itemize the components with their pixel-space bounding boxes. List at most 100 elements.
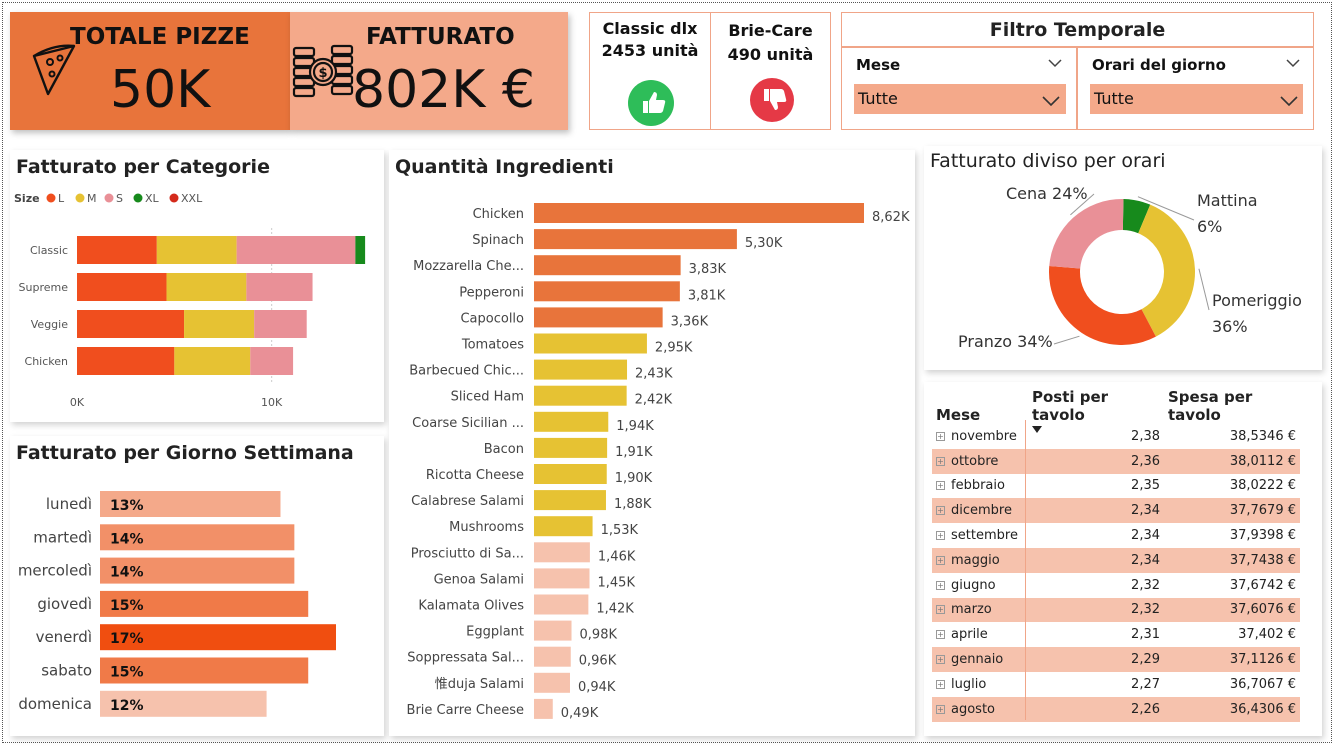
expand-plus-icon[interactable]: + bbox=[936, 506, 945, 516]
thumbs-down-icon bbox=[750, 78, 794, 122]
table-row[interactable]: + dicembre 2,34 37,7679 € bbox=[932, 498, 1300, 524]
col-header-spesa[interactable]: Spesa per tavolo bbox=[1168, 388, 1253, 424]
day-value-label: 15% bbox=[110, 598, 144, 614]
table-row[interactable]: + gennaio 2,29 37,1126 € bbox=[932, 647, 1300, 672]
ingredienti-chart: Chicken 8,62K Spinach 5,30K Mozzarella Che..… bbox=[407, 203, 910, 721]
ingredient-bar bbox=[534, 620, 572, 641]
expand-plus-icon[interactable]: + bbox=[936, 431, 945, 441]
cell-mese: + febbraio bbox=[932, 474, 1028, 499]
best-pizza-card: Classic dlx 2453 unità bbox=[589, 12, 711, 130]
column-divider bbox=[1025, 420, 1026, 720]
orari-dropdown[interactable]: Tutte bbox=[1090, 84, 1303, 114]
cell-mese: + aprile bbox=[932, 622, 1028, 647]
table-row[interactable]: + luglio 2,27 36,7067 € bbox=[932, 672, 1300, 697]
table-row[interactable]: + ottobre 2,36 38,0112 € bbox=[932, 448, 1300, 474]
day-label: mercoledì bbox=[18, 562, 92, 580]
expand-plus-icon[interactable]: + bbox=[936, 481, 945, 491]
ingredient-label: Mushrooms bbox=[449, 520, 524, 535]
mese-table-card: Mese Posti per tavolo Spesa per tavolo +… bbox=[924, 382, 1322, 736]
table-row[interactable]: + febbraio 2,35 38,0222 € bbox=[932, 474, 1300, 499]
table-row[interactable]: + aprile 2,31 37,402 € bbox=[932, 622, 1300, 647]
mese-dropdown[interactable]: Tutte bbox=[854, 84, 1066, 114]
ingredient-label: Ricotta Cheese bbox=[426, 468, 524, 483]
cell-spesa: 38,5346 € bbox=[1229, 428, 1296, 444]
cell-posti: 2,32 bbox=[1028, 597, 1164, 623]
table-row[interactable]: + novembre 2,38 38,5346 € bbox=[932, 424, 1300, 449]
legend-marker bbox=[169, 193, 179, 203]
cell-posti: 2,31 bbox=[1131, 627, 1160, 643]
mese-slicer[interactable]: Mese Tutte bbox=[841, 47, 1077, 130]
table-row[interactable]: + giugno 2,32 37,6742 € bbox=[932, 573, 1300, 598]
mese-text: gennaio bbox=[951, 652, 1004, 668]
cell-posti: 2,38 bbox=[1131, 428, 1160, 444]
expand-plus-icon[interactable]: + bbox=[936, 555, 945, 565]
expand-plus-icon[interactable]: + bbox=[936, 580, 945, 590]
bar-segment bbox=[174, 347, 251, 375]
ingredient-value-label: 8,62K bbox=[872, 210, 910, 225]
legend-label: XL bbox=[145, 192, 160, 205]
chevron-down-icon[interactable] bbox=[1048, 58, 1062, 68]
expand-plus-icon[interactable]: + bbox=[936, 531, 945, 541]
slice-value-label: 6% bbox=[1197, 217, 1222, 236]
table-row[interactable]: + agosto 2,26 36,4306 € bbox=[932, 696, 1300, 722]
table-row[interactable]: + marzo 2,32 37,6076 € bbox=[932, 597, 1300, 623]
ingredient-bar bbox=[534, 490, 606, 511]
table-row[interactable]: + maggio 2,34 37,7438 € bbox=[932, 547, 1300, 573]
expand-plus-icon[interactable]: + bbox=[936, 605, 945, 615]
x-tick-label: 0K bbox=[70, 396, 85, 409]
ingredient-bar bbox=[534, 698, 553, 719]
ingredient-value-label: 1,53K bbox=[601, 523, 639, 538]
thumbs-up-icon bbox=[628, 80, 674, 126]
expand-plus-icon[interactable]: + bbox=[936, 655, 945, 665]
day-bar bbox=[100, 690, 267, 717]
cell-posti: 2,32 bbox=[1131, 577, 1160, 593]
day-value-label: 14% bbox=[110, 565, 144, 581]
day-value-label: 17% bbox=[110, 631, 144, 647]
day-label: lunedì bbox=[46, 495, 92, 513]
expand-plus-icon[interactable]: + bbox=[936, 630, 945, 640]
donut-slice bbox=[1049, 265, 1156, 345]
best-pizza-units: 2453 unità bbox=[601, 41, 699, 60]
expand-plus-icon[interactable]: + bbox=[936, 679, 945, 689]
ingredient-label: Mozzarella Che... bbox=[413, 259, 524, 274]
bar-segment bbox=[355, 236, 366, 264]
totale-pizze-label: TOTALE PIZZE bbox=[70, 24, 250, 50]
ingredient-value-label: 2,95K bbox=[655, 341, 693, 356]
ingredient-bar bbox=[534, 516, 593, 537]
orari-slicer[interactable]: Orari del giorno Tutte bbox=[1077, 47, 1314, 130]
ingredient-label: Genoa Salami bbox=[434, 572, 524, 587]
bar-segment bbox=[250, 347, 294, 375]
cell-mese: + marzo bbox=[932, 597, 1028, 623]
slice-label: Cena 24% bbox=[1006, 184, 1088, 203]
cell-mese: + gennaio bbox=[932, 647, 1028, 672]
chevron-down-icon[interactable] bbox=[1286, 58, 1300, 68]
chevron-down-icon[interactable] bbox=[1042, 95, 1060, 107]
ingredient-value-label: 5,30K bbox=[745, 236, 783, 251]
day-bar bbox=[100, 557, 295, 584]
ingredient-bar bbox=[534, 437, 608, 458]
filtro-temporale-header: Filtro Temporale bbox=[841, 12, 1314, 47]
ingredient-value-label: 1,94K bbox=[616, 419, 654, 434]
expand-plus-icon[interactable]: + bbox=[936, 456, 945, 466]
leader-line bbox=[1137, 196, 1195, 221]
category-label: Supreme bbox=[19, 281, 69, 294]
worst-pizza-name: Brie-Care bbox=[728, 21, 813, 40]
cell-spesa: 37,6076 € bbox=[1164, 597, 1300, 623]
day-label: venerdì bbox=[36, 628, 92, 646]
sort-desc-icon bbox=[1032, 426, 1042, 433]
cell-posti: 2,34 bbox=[1131, 528, 1160, 544]
expand-plus-icon[interactable]: + bbox=[936, 704, 945, 714]
ingredient-label: Tomatoes bbox=[461, 338, 524, 353]
cell-posti: 2,29 bbox=[1028, 647, 1164, 672]
mese-text: aprile bbox=[951, 627, 988, 643]
giorni-chart: lunedì 13% martedì 14% mercoledì 14% giovedì 15… bbox=[18, 491, 336, 717]
ingredient-value-label: 0,98K bbox=[580, 628, 618, 643]
col-header-mese[interactable]: Mese bbox=[936, 406, 981, 424]
cell-spesa: 37,1126 € bbox=[1164, 647, 1300, 672]
ingredient-bar bbox=[534, 281, 680, 302]
ingredient-label: Chicken bbox=[473, 207, 524, 222]
col-header-posti[interactable]: Posti per tavolo bbox=[1028, 388, 1164, 433]
categorie-title: Fatturato per Categorie bbox=[16, 156, 270, 178]
table-row[interactable]: + settembre 2,34 37,9398 € bbox=[932, 523, 1300, 548]
chevron-down-icon[interactable] bbox=[1280, 95, 1298, 107]
